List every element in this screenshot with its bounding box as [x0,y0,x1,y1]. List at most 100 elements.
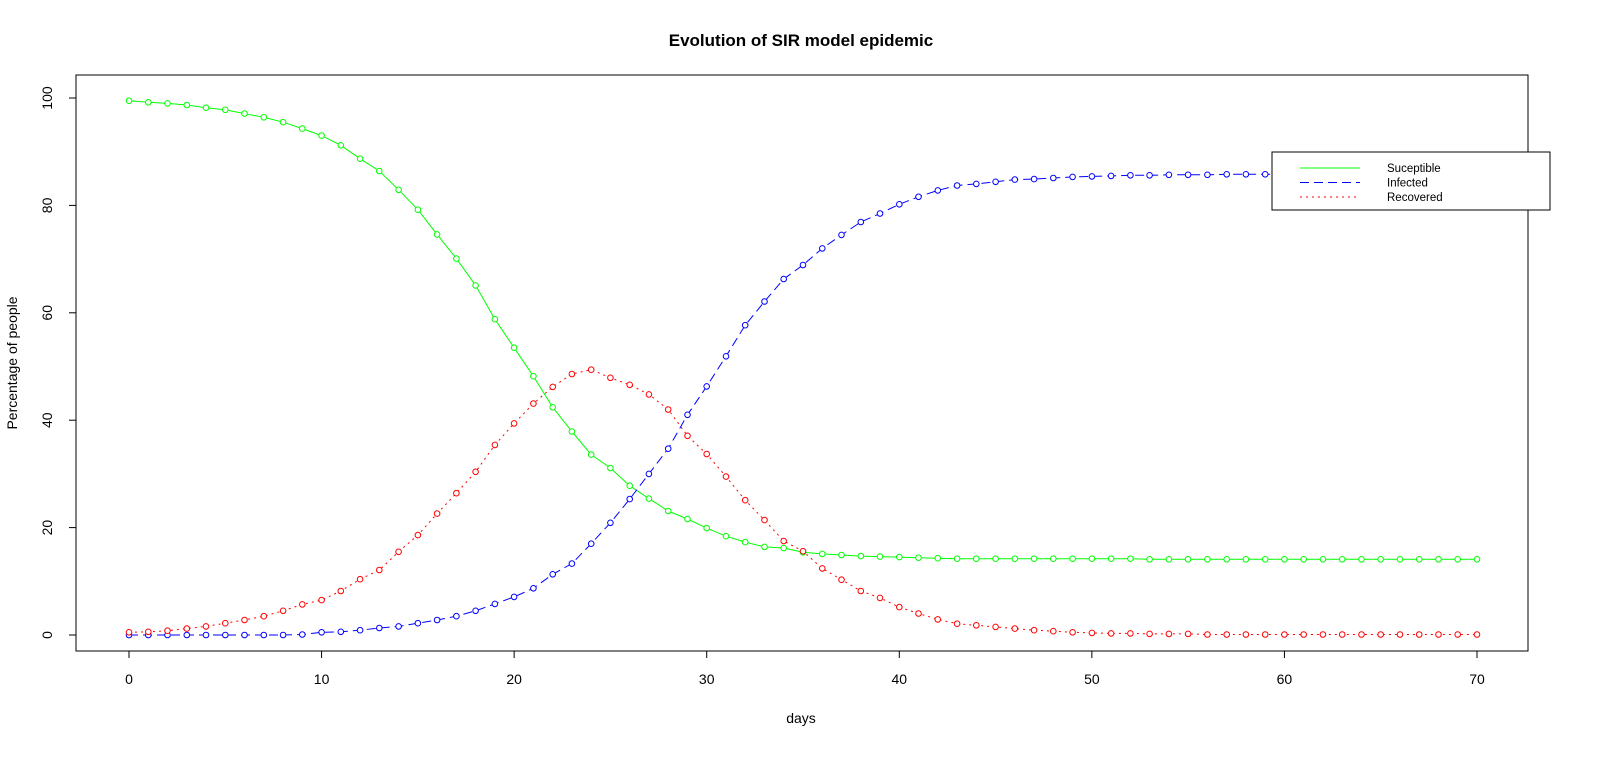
data-point [1261,556,1269,563]
data-point [1088,629,1096,637]
data-point [1011,176,1019,183]
data-point [934,554,942,562]
data-point [1435,556,1442,563]
data-point [992,623,999,631]
x-tick-label: 10 [314,671,330,687]
data-point [703,524,711,532]
data-point [1184,171,1192,179]
data-point [607,519,614,527]
data-point [125,629,133,636]
data-point [1050,174,1057,182]
data-point [741,538,749,546]
data-point [857,218,865,226]
data-point [510,344,518,352]
data-point [722,353,730,360]
data-point [1146,172,1153,179]
legend-label: Suceptible [1387,163,1441,175]
data-point [1300,631,1307,638]
data-point [799,547,807,555]
data-point [279,607,287,615]
data-point [337,142,345,149]
y-tick-label: 80 [39,197,55,213]
data-point [1030,626,1038,634]
data-point [472,282,479,289]
data-point [414,206,422,213]
y-axis-label: Percentage of people [4,296,20,429]
data-point [607,374,614,382]
data-point [1281,631,1288,638]
data-point [491,600,499,608]
data-point [453,612,460,620]
data-point [472,468,479,476]
data-point [684,432,691,440]
data-point [1107,172,1115,180]
data-point [1146,630,1153,638]
data-point [433,510,441,517]
data-point [626,495,634,503]
data-point [568,428,576,435]
data-point [1030,555,1038,563]
data-point [530,585,537,592]
data-point [1319,631,1327,638]
data-point [1300,556,1307,563]
data-point [684,411,691,419]
data-point [241,631,248,639]
data-point [1011,555,1019,563]
data-point [953,555,961,563]
data-point [876,210,884,217]
data-point [1030,175,1038,183]
data-point [1127,630,1134,637]
x-tick-label: 60 [1277,671,1293,687]
data-point [915,193,922,201]
data-point [337,587,345,595]
data-point [1454,556,1461,563]
data-point [549,383,557,391]
data-point [626,482,634,490]
data-point [934,187,942,194]
data-point [838,551,845,559]
data-point [645,470,653,478]
data-point [414,531,422,539]
data-point [433,616,441,624]
data-point [1069,173,1076,181]
data-point [279,631,287,639]
data-point [703,383,711,390]
data-point [761,543,768,551]
data-point [356,626,364,634]
data-point [241,110,248,117]
data-point [1319,556,1327,563]
data-point [549,571,557,578]
data-point [1223,631,1230,638]
data-point [1242,631,1250,638]
data-point [973,622,980,629]
data-point [587,540,595,548]
y-tick-label: 60 [39,305,55,321]
data-point [183,625,191,632]
data-point [857,552,865,560]
data-point [664,507,672,515]
data-point [741,496,749,504]
data-point [587,366,595,374]
data-point [395,623,402,630]
y-tick-label: 0 [39,631,55,639]
data-point [395,548,402,556]
data-point [1088,173,1096,180]
data-point [1435,631,1442,638]
data-point [896,201,903,208]
data-point [222,631,229,639]
data-point [992,555,999,563]
data-point [953,620,961,628]
series-infected [125,171,1481,639]
data-point [607,464,614,472]
data-point [376,624,383,632]
data-point [1011,625,1019,632]
x-tick-label: 70 [1469,671,1485,687]
data-point [1107,555,1115,563]
data-point [164,100,171,107]
data-point [318,132,325,139]
data-point [260,612,268,620]
data-point [472,607,479,615]
legend-box [1271,151,1551,211]
data-point [299,125,306,132]
data-point [761,516,768,524]
